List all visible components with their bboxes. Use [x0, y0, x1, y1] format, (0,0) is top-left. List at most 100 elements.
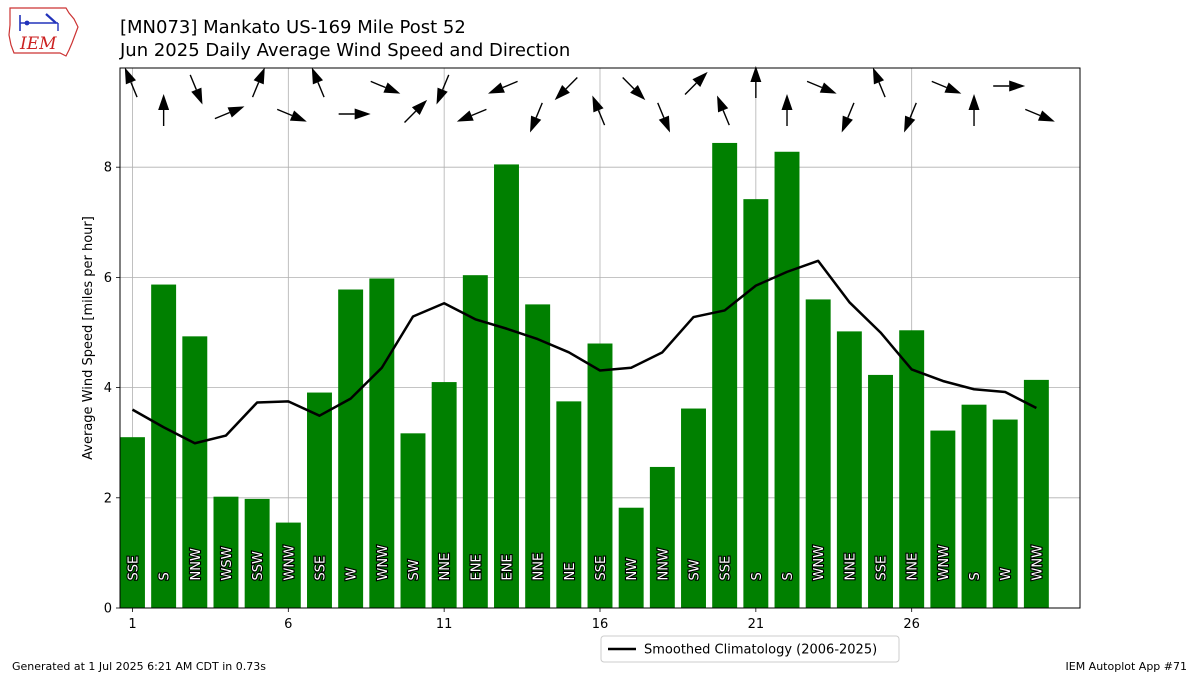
bar	[151, 284, 177, 608]
wind-direction-arrow	[456, 108, 487, 122]
bar	[275, 522, 301, 608]
wind-arrow-head	[411, 99, 428, 116]
wind-arrow-head	[658, 115, 670, 133]
wind-arrow-shaft	[502, 80, 518, 89]
logo-text: IEM	[19, 34, 57, 54]
direction-label: ENE	[500, 554, 515, 580]
wind-direction-arrow	[684, 71, 708, 95]
bar	[494, 164, 519, 608]
y-tick-label: 6	[104, 271, 112, 286]
iowa-state-outline-icon	[8, 7, 79, 57]
wind-arrow-head	[530, 115, 542, 133]
wind-direction-arrow	[657, 102, 670, 133]
wind-direction-arrow	[993, 80, 1026, 92]
bar	[525, 304, 551, 608]
logo-vane	[45, 13, 57, 24]
wind-arrow-head	[630, 84, 646, 101]
bar	[244, 498, 270, 608]
wind-arrow-shaft	[535, 102, 543, 118]
footer-generated-text: Generated at 1 Jul 2025 6:21 AM CDT in 0…	[12, 660, 266, 673]
direction-label: WNW	[376, 545, 391, 581]
wind-arrow-head	[1037, 110, 1055, 122]
wind-arrow-head	[253, 67, 265, 85]
wind-arrow-head	[781, 94, 793, 110]
wind-arrow-head	[191, 87, 203, 105]
y-tick-label: 4	[104, 381, 112, 396]
wind-direction-arrow	[436, 74, 450, 105]
wind-direction-arrow	[530, 102, 543, 133]
wind-direction-arrow	[841, 102, 855, 133]
wind-arrow-shaft	[657, 102, 665, 118]
wind-arrow-shaft	[565, 77, 578, 90]
wind-arrow-head	[383, 82, 401, 94]
wind-direction-arrow	[872, 67, 886, 98]
direction-labels-layer: SSE S NNW WSW SSW WNW SSE W WNW SW NNE ENE ENE NNE NE S…	[125, 544, 1046, 582]
x-tick-label: 16	[592, 617, 609, 632]
bar	[120, 437, 145, 608]
direction-label: W	[345, 567, 360, 580]
wind-arrow-head	[841, 115, 853, 133]
y-axis-label: Average Wind Speed [miles per hour]	[81, 216, 96, 460]
bar	[774, 151, 800, 608]
wind-arrow-head	[289, 110, 307, 122]
direction-label: NNE	[843, 553, 858, 581]
wind-arrow-shaft	[1025, 108, 1041, 117]
wind-direction-arrow	[276, 108, 307, 122]
direction-label: NNE	[438, 553, 453, 581]
wind-arrow-head	[904, 115, 916, 133]
bar	[681, 408, 706, 608]
bar	[805, 299, 831, 608]
wind-direction-arrow	[1025, 108, 1055, 122]
footer-app-text: IEM Autoplot App #71	[1065, 660, 1188, 673]
wind-direction-arrow	[338, 108, 371, 120]
bar	[836, 331, 862, 608]
bar	[369, 278, 395, 608]
wind-arrow-head	[819, 82, 837, 94]
wind-arrow-head	[872, 67, 885, 85]
wind-direction-arrow	[717, 95, 730, 126]
wind-direction-arrow	[124, 67, 138, 98]
bar	[649, 466, 675, 608]
x-tick-label: 26	[903, 617, 920, 632]
wind-direction-arrow	[311, 67, 325, 98]
wind-direction-arrow	[622, 77, 646, 101]
wind-direction-arrow	[251, 67, 265, 98]
wind-arrow-head	[311, 67, 324, 85]
bar	[182, 336, 208, 608]
logo-node	[24, 20, 30, 26]
direction-label: SW	[688, 559, 703, 580]
wind-arrow-shaft	[622, 77, 635, 90]
bar	[992, 419, 1018, 608]
direction-label: NNW	[189, 548, 204, 580]
direction-label: SSE	[126, 556, 141, 581]
direction-label: WNW	[282, 545, 297, 581]
wind-arrow-shaft	[931, 80, 947, 89]
wind-arrow-shaft	[684, 82, 697, 95]
wind-arrow-head	[750, 66, 762, 82]
bar	[213, 496, 239, 608]
iem-logo: IEM	[8, 7, 79, 57]
bar	[868, 374, 893, 608]
direction-label: WNW	[812, 545, 827, 581]
direction-label: WNW	[1030, 545, 1045, 581]
wind-arrow-head	[158, 94, 170, 110]
direction-label: NE	[563, 562, 578, 580]
wind-arrow-shaft	[276, 108, 293, 117]
bar	[556, 401, 582, 608]
bar	[712, 142, 738, 608]
wind-arrows-layer	[124, 66, 1055, 133]
wind-arrow-shaft	[597, 110, 606, 126]
wind-direction-arrow	[750, 66, 762, 98]
bar	[307, 392, 332, 608]
direction-label: NNW	[656, 548, 671, 580]
wind-direction-arrow	[904, 102, 917, 133]
bars-layer	[120, 142, 1049, 608]
wind-direction-arrow	[554, 77, 578, 101]
direction-label: SSE	[875, 556, 890, 581]
wind-direction-arrow	[968, 94, 980, 126]
wind-arrow-head	[1009, 80, 1026, 92]
wind-arrow-head	[488, 82, 505, 94]
x-tick-label: 6	[284, 617, 292, 632]
wind-arrow-head	[456, 110, 474, 122]
